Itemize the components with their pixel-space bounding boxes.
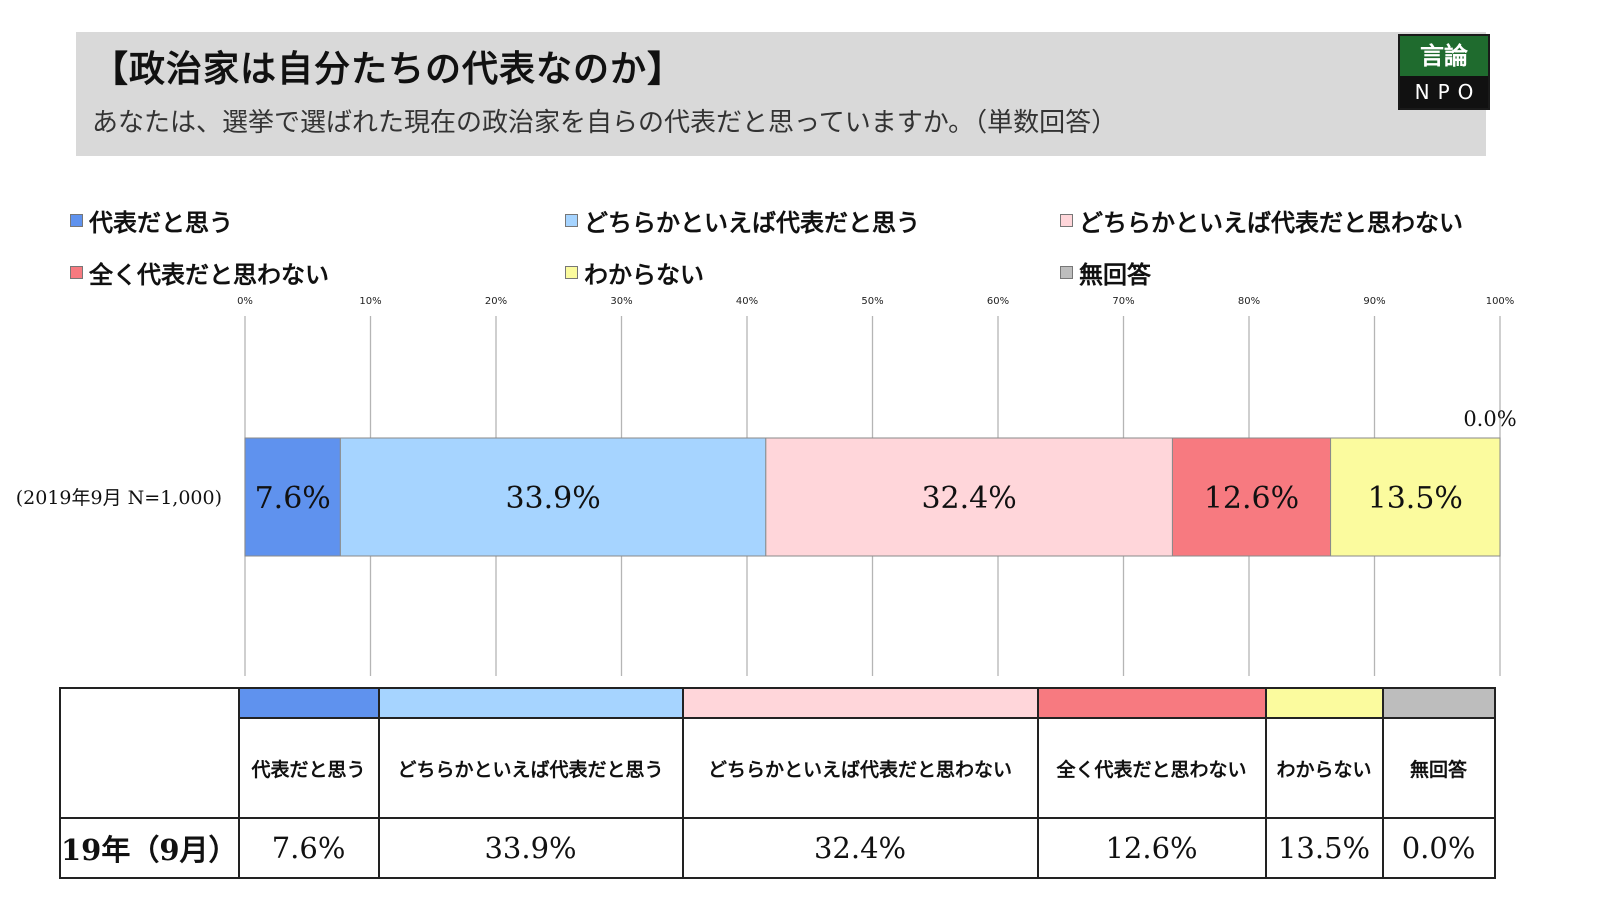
data-label: 32.4% — [921, 481, 1016, 516]
x-tick-label: 30% — [610, 296, 632, 307]
x-tick-label: 60% — [987, 296, 1009, 307]
legend-label: 代表だと思う — [89, 209, 233, 237]
bar-segment — [339, 437, 767, 557]
x-tick-label: 10% — [359, 296, 381, 307]
legend-label: どちらかといえば代表だと思わない — [1079, 209, 1463, 237]
table-row: 19年（9月） 7.6% 33.9% 32.4% 12.6% 13.5% 0.0… — [59, 817, 1496, 879]
table-cell: 32.4% — [681, 817, 1039, 879]
genron-npo-logo: 言論 NPO — [1398, 34, 1490, 110]
x-tick-label: 90% — [1363, 296, 1385, 307]
table-header: 無回答 — [1381, 717, 1496, 819]
legend-label: 全く代表だと思わない — [89, 261, 329, 289]
legend-item-dont-know: わからない — [565, 255, 704, 290]
table-cell: 33.9% — [377, 817, 684, 879]
legend-label: 無回答 — [1079, 261, 1151, 289]
bar-segment — [1330, 437, 1501, 557]
table-header-row: 代表だと思う どちらかといえば代表だと思う どちらかといえば代表だと思わない 全… — [60, 717, 1496, 819]
table-color-swatch — [681, 687, 1039, 719]
logo-text-top: 言論 — [1400, 36, 1488, 76]
data-label: 12.6% — [1204, 481, 1299, 516]
table-row-label: 19年（9月） — [59, 817, 240, 879]
header-band — [76, 32, 1486, 156]
table-cell: 13.5% — [1264, 817, 1384, 879]
category-label: (2019年9月 N=1,000) — [16, 487, 222, 509]
table-header: 全く代表だと思わない — [1036, 717, 1267, 819]
legend-swatch — [1060, 214, 1073, 227]
legend-label: どちらかといえば代表だと思う — [584, 209, 920, 237]
data-label: 0.0% — [1463, 407, 1516, 431]
x-tick-label: 100% — [1486, 296, 1515, 307]
legend-item-somewhat-think: どちらかといえば代表だと思う — [565, 203, 920, 238]
table-header: どちらかといえば代表だと思う — [377, 717, 684, 819]
table-header: どちらかといえば代表だと思わない — [681, 717, 1039, 819]
x-tick-label: 70% — [1112, 296, 1134, 307]
logo-text-bottom: NPO — [1400, 76, 1488, 108]
page-title: 【政治家は自分たちの代表なのか】 — [92, 49, 685, 90]
x-tick-label: 50% — [861, 296, 883, 307]
table-cell: 0.0% — [1381, 817, 1496, 879]
legend-swatch — [70, 266, 83, 279]
x-tick-label: 80% — [1238, 296, 1260, 307]
table-cell: 12.6% — [1036, 817, 1267, 879]
table-corner-cell — [59, 687, 240, 819]
x-tick-label: 20% — [485, 296, 507, 307]
x-tick-label: 40% — [736, 296, 758, 307]
table-cell: 7.6% — [237, 817, 380, 879]
table-header: わからない — [1264, 717, 1384, 819]
table-color-swatch — [1381, 687, 1496, 719]
table-color-swatch — [1264, 687, 1384, 719]
legend-item-somewhat-not: どちらかといえば代表だと思わない — [1060, 203, 1463, 238]
table-color-row — [59, 687, 1496, 819]
legend-label: わからない — [584, 261, 704, 289]
table-color-swatch — [377, 687, 684, 719]
table-header: 代表だと思う — [237, 717, 380, 819]
data-table: 代表だと思う どちらかといえば代表だと思う どちらかといえば代表だと思わない 全… — [59, 687, 1496, 879]
legend-item-think-representative: 代表だと思う — [70, 203, 233, 238]
x-tick-label: 0% — [237, 296, 253, 307]
table-color-swatch — [1036, 687, 1267, 719]
data-label: 7.6% — [255, 481, 331, 516]
data-label: 33.9% — [505, 481, 600, 516]
bar-segment — [244, 437, 341, 557]
bar-segment — [1171, 437, 1332, 557]
table-color-swatch — [237, 687, 380, 719]
data-label: 13.5% — [1368, 481, 1463, 516]
legend-swatch — [565, 214, 578, 227]
legend-swatch — [70, 214, 83, 227]
page-subtitle: あなたは、選挙で選ばれた現在の政治家を自らの代表だと思っていますか。（単数回答） — [92, 108, 1118, 138]
legend-swatch — [565, 266, 578, 279]
legend-item-not-at-all: 全く代表だと思わない — [70, 255, 329, 290]
legend-swatch — [1060, 266, 1073, 279]
bar-segment — [765, 437, 1173, 557]
legend-item-no-answer: 無回答 — [1060, 255, 1151, 290]
